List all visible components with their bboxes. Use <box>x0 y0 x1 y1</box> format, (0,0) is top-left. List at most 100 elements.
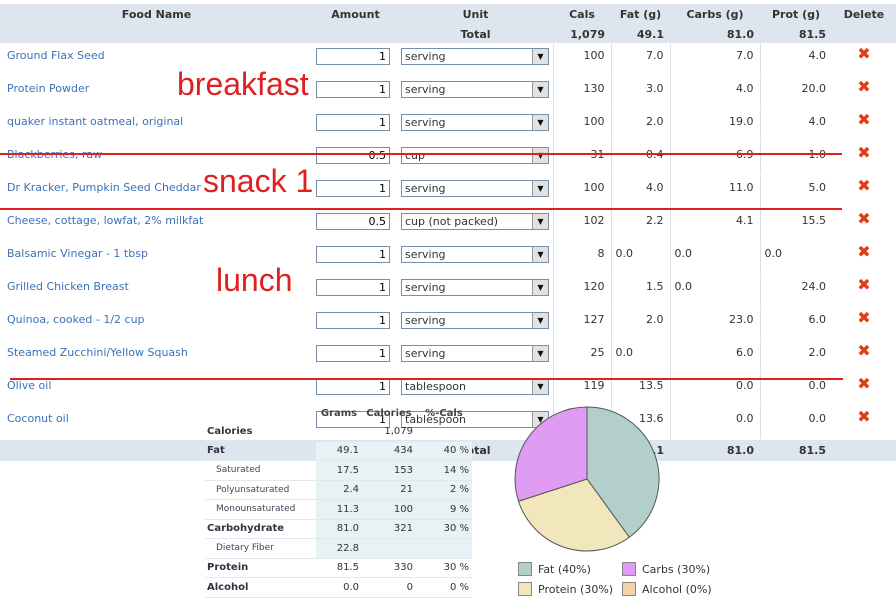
close-x-icon: ✖ <box>857 242 871 261</box>
chevron-down-icon: ▼ <box>532 280 548 295</box>
delete-button[interactable]: ✖ <box>832 175 896 209</box>
amount-input[interactable] <box>316 378 390 395</box>
legend-label: Carbs (30%) <box>642 562 711 576</box>
unit-select[interactable]: serving ▼ <box>401 279 549 296</box>
nutrition-label: Carbohydrate <box>205 519 316 539</box>
delete-button[interactable]: ✖ <box>832 274 896 308</box>
unit-select[interactable]: serving ▼ <box>401 312 549 329</box>
nutrition-label: Dietary Fiber <box>205 538 316 559</box>
food-name-link[interactable]: Dr Kracker, Pumpkin Seed Cheddar <box>0 175 313 209</box>
total-label: Total <box>398 25 553 44</box>
annotation-breakfast: breakfast <box>177 66 309 102</box>
food-name-link[interactable]: Quinoa, cooked - 1/2 cup <box>0 307 313 341</box>
col-food-name: Food Name <box>0 4 313 25</box>
nutrition-grams: 22.8 <box>316 538 362 559</box>
nutrition-calories: 100 <box>362 499 416 520</box>
nutrition-grams: 81.5 <box>316 558 362 578</box>
annotation-snack: snack 1 <box>203 163 314 199</box>
unit-select[interactable]: serving ▼ <box>401 114 549 131</box>
nutrition-pct: 14 % <box>416 460 472 481</box>
unit-select[interactable]: cup (not packed) ▼ <box>401 213 549 230</box>
amount-input[interactable] <box>316 147 390 164</box>
food-prot: 24.0 <box>759 274 832 308</box>
unit-select[interactable]: serving ▼ <box>401 345 549 362</box>
delete-button[interactable]: ✖ <box>832 43 896 77</box>
food-prot: 0.0 <box>759 241 832 275</box>
nutrition-calories: 0 <box>362 577 416 598</box>
nutrition-calories: 321 <box>362 519 416 539</box>
close-x-icon: ✖ <box>857 374 871 393</box>
delete-button[interactable]: ✖ <box>832 142 896 176</box>
food-carbs: 4.0 <box>669 76 760 110</box>
nutrition-row: Dietary Fiber 22.8 <box>205 538 472 559</box>
unit-select-value: serving <box>405 116 446 129</box>
food-row: Steamed Zucchini/Yellow Squash serving ▼ 25… <box>0 340 896 374</box>
col-amount: Amount <box>313 4 398 25</box>
total-cals: 1,079 <box>553 25 611 44</box>
delete-button[interactable]: ✖ <box>832 340 896 374</box>
amount-input[interactable] <box>316 48 390 65</box>
food-fat: 2.0 <box>610 109 670 143</box>
food-fat: 1.5 <box>610 274 670 308</box>
unit-select[interactable]: cup ▼ <box>401 147 549 164</box>
delete-button[interactable]: ✖ <box>832 76 896 110</box>
unit-select[interactable]: serving ▼ <box>401 81 549 98</box>
amount-input[interactable] <box>316 81 390 98</box>
nutrition-pct <box>416 422 472 442</box>
delete-button[interactable]: ✖ <box>832 241 896 275</box>
unit-select[interactable]: tablespoon ▼ <box>401 378 549 395</box>
delete-button[interactable]: ✖ <box>832 208 896 242</box>
food-name-link[interactable]: Ground Flax Seed <box>0 43 313 77</box>
amount-input[interactable] <box>316 180 390 197</box>
col-prot: Prot (g) <box>760 4 832 25</box>
col-cals: Cals <box>553 4 611 25</box>
food-cals: 100 <box>552 43 611 77</box>
food-name-link[interactable]: Balsamic Vinegar - 1 tbsp <box>0 241 313 275</box>
unit-select[interactable]: serving ▼ <box>401 48 549 65</box>
col-fat: Fat (g) <box>611 4 670 25</box>
nutrition-row: Polyunsaturated 2.4 21 2 % <box>205 480 472 500</box>
nutrition-grams: 81.0 <box>316 519 362 539</box>
delete-button[interactable]: ✖ <box>832 307 896 341</box>
food-fat: 2.2 <box>610 208 670 242</box>
close-x-icon: ✖ <box>857 407 871 426</box>
delete-button[interactable]: ✖ <box>832 109 896 143</box>
delete-button[interactable]: ✖ <box>832 406 896 440</box>
total-carbs: 81.0 <box>670 439 760 462</box>
food-prot: 6.0 <box>759 307 832 341</box>
chevron-down-icon: ▼ <box>532 115 548 130</box>
close-x-icon: ✖ <box>857 341 871 360</box>
legend-label: Fat (40%) <box>538 562 591 576</box>
unit-select[interactable]: serving ▼ <box>401 246 549 263</box>
food-name-link[interactable]: quaker instant oatmeal, original <box>0 109 313 143</box>
legend-item-protein: Protein (30%) <box>518 582 613 596</box>
food-name-link[interactable]: Cheese, cottage, lowfat, 2% milkfat <box>0 208 313 242</box>
close-x-icon: ✖ <box>857 77 871 96</box>
amount-input[interactable] <box>316 114 390 131</box>
food-name-link[interactable]: Grilled Chicken Breast <box>0 274 313 308</box>
food-row: Dr Kracker, Pumpkin Seed Cheddar serving ▼… <box>0 175 896 209</box>
close-x-icon: ✖ <box>857 44 871 63</box>
food-name-link[interactable]: Steamed Zucchini/Yellow Squash <box>0 340 313 374</box>
unit-select-value: cup <box>405 149 426 162</box>
close-x-icon: ✖ <box>857 275 871 294</box>
amount-input[interactable] <box>316 213 390 230</box>
food-fat: 3.0 <box>610 76 670 110</box>
nutrition-calories: 1,079 <box>362 422 416 442</box>
amount-input[interactable] <box>316 279 390 296</box>
food-name-link[interactable]: Protein Powder <box>0 76 313 110</box>
amount-input[interactable] <box>316 345 390 362</box>
food-carbs: 7.0 <box>669 43 760 77</box>
legend-label: Protein (30%) <box>538 582 614 596</box>
chevron-down-icon: ▼ <box>532 214 548 229</box>
unit-select[interactable]: serving ▼ <box>401 180 549 197</box>
nutrition-grams: 0.0 <box>316 577 362 598</box>
amount-input[interactable] <box>316 246 390 263</box>
chevron-down-icon: ▼ <box>532 181 548 196</box>
nutrition-pct: 30 % <box>416 519 472 539</box>
nutrition-grams: 17.5 <box>316 460 362 481</box>
food-carbs: 0.0 <box>669 406 760 440</box>
unit-select-value: cup (not packed) <box>405 215 499 228</box>
food-cals: 8 <box>552 241 611 275</box>
amount-input[interactable] <box>316 312 390 329</box>
